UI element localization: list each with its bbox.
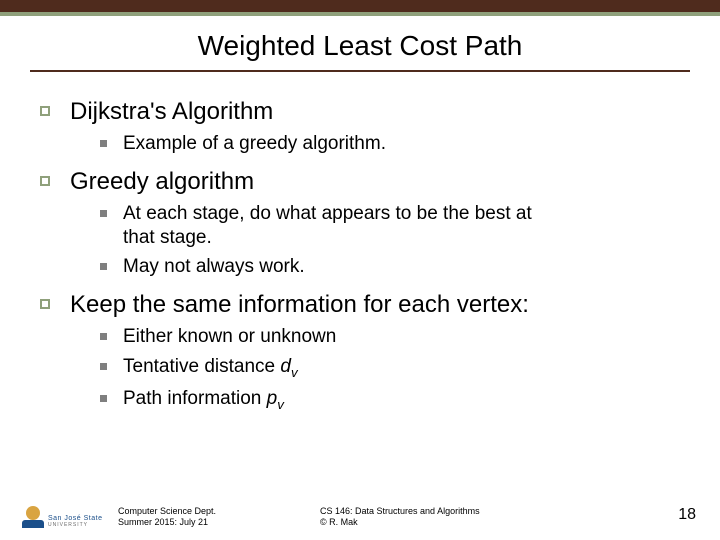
small-square-bullet-icon — [100, 333, 107, 340]
l1-heading: Keep the same information for each verte… — [70, 291, 529, 319]
square-bullet-icon — [40, 106, 50, 116]
l2-text: Tentative distance dv — [123, 355, 298, 381]
var-subscript: v — [277, 397, 284, 412]
square-bullet-icon — [40, 176, 50, 186]
l2-prefix: Tentative distance — [123, 356, 280, 377]
footer-left-line2: Summer 2015: July 21 — [118, 517, 216, 528]
small-square-bullet-icon — [100, 140, 107, 147]
footer-center-line1: CS 146: Data Structures and Algorithms — [320, 506, 480, 517]
footer-center: CS 146: Data Structures and Algorithms ©… — [320, 506, 480, 528]
l2-item: May not always work. — [100, 255, 680, 279]
logo-mark-icon — [22, 506, 44, 528]
l2-text: At each stage, do what appears to be the… — [123, 202, 543, 250]
l2-item: At each stage, do what appears to be the… — [100, 202, 680, 250]
l1-heading: Greedy algorithm — [70, 168, 254, 196]
stripe-accent — [0, 12, 720, 16]
l2-text: Either known or unknown — [123, 325, 336, 349]
footer: San José State UNIVERSITY Computer Scien… — [0, 490, 720, 530]
l2-list: Either known or unknown Tentative distan… — [100, 325, 680, 414]
l1-item: Greedy algorithm — [40, 168, 680, 196]
small-square-bullet-icon — [100, 263, 107, 270]
var-subscript: v — [291, 365, 298, 380]
var-symbol: p — [267, 388, 278, 409]
l2-item: Either known or unknown — [100, 325, 680, 349]
l2-prefix: Path information — [123, 388, 267, 409]
l2-text: Path information pv — [123, 387, 284, 413]
square-bullet-icon — [40, 299, 50, 309]
l2-text-span: At each stage, do what appears to be the… — [123, 203, 532, 248]
l2-item: Tentative distance dv — [100, 355, 680, 381]
logo-sub: UNIVERSITY — [48, 523, 102, 528]
footer-center-line2: © R. Mak — [320, 517, 480, 528]
top-bar — [0, 0, 720, 16]
small-square-bullet-icon — [100, 210, 107, 217]
logo-name: San José State — [48, 515, 102, 522]
l2-list: At each stage, do what appears to be the… — [100, 202, 680, 279]
stripe-main — [0, 0, 720, 12]
l1-heading: Dijkstra's Algorithm — [70, 98, 273, 126]
l2-text: Example of a greedy algorithm. — [123, 132, 386, 156]
small-square-bullet-icon — [100, 395, 107, 402]
l2-text: May not always work. — [123, 255, 305, 279]
l2-list: Example of a greedy algorithm. — [100, 132, 680, 156]
slide: Weighted Least Cost Path Dijkstra's Algo… — [0, 0, 720, 540]
footer-left-line1: Computer Science Dept. — [118, 506, 216, 517]
l1-item: Dijkstra's Algorithm — [40, 98, 680, 126]
l2-item: Path information pv — [100, 387, 680, 413]
content: Dijkstra's Algorithm Example of a greedy… — [0, 72, 720, 414]
slide-title: Weighted Least Cost Path — [0, 30, 720, 62]
l2-item: Example of a greedy algorithm. — [100, 132, 680, 156]
title-block: Weighted Least Cost Path — [0, 30, 720, 72]
small-square-bullet-icon — [100, 363, 107, 370]
logo-text: San José State UNIVERSITY — [48, 515, 102, 528]
university-logo: San José State UNIVERSITY — [22, 506, 102, 528]
page-number: 18 — [678, 506, 696, 524]
var-symbol: d — [280, 356, 291, 377]
l1-item: Keep the same information for each verte… — [40, 291, 680, 319]
footer-left: Computer Science Dept. Summer 2015: July… — [118, 506, 216, 528]
